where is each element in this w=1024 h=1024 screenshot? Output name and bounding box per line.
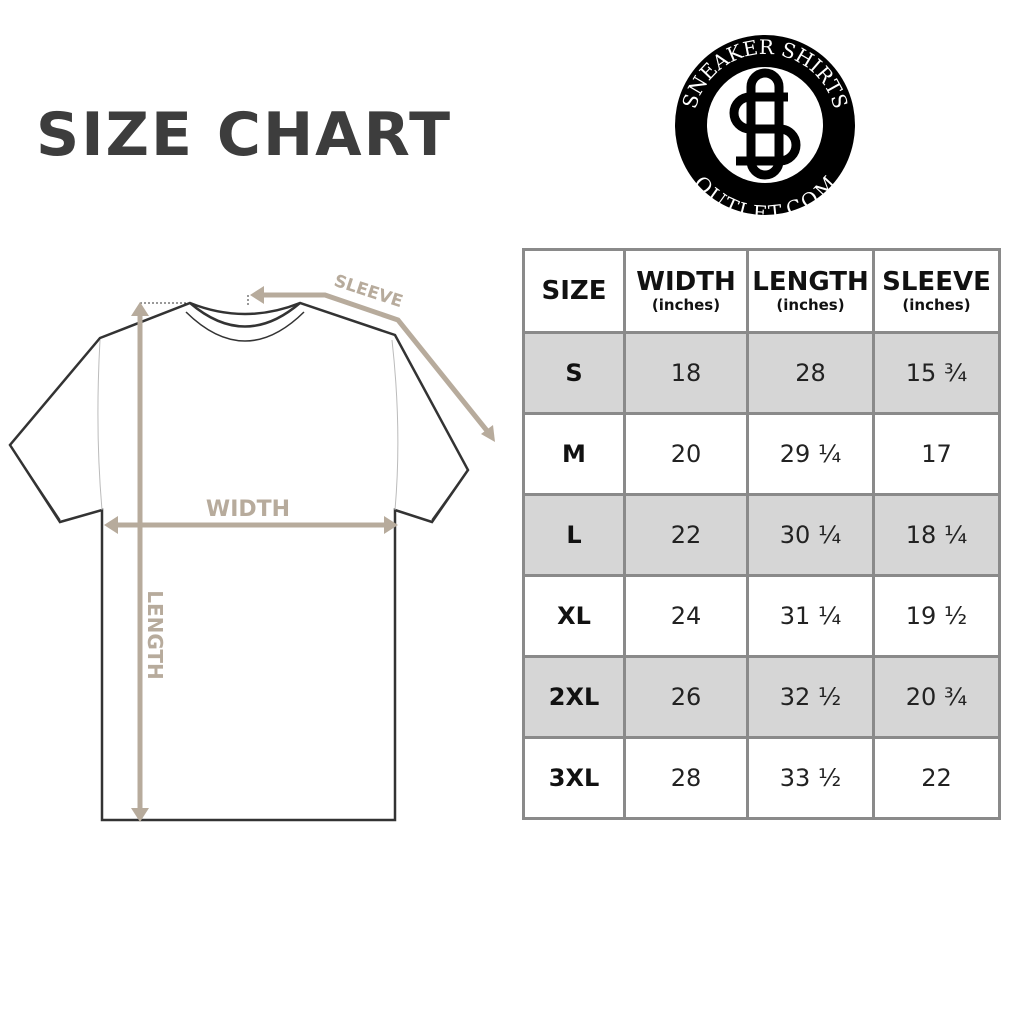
monogram-icon xyxy=(729,68,801,180)
cell-width: 20 xyxy=(623,412,749,496)
cell-length: 33 ½ xyxy=(746,736,875,820)
cell-sleeve: 22 xyxy=(872,736,1001,820)
size-table: SIZE WIDTH (inches) LENGTH (inches) SLEEVE… xyxy=(522,248,1001,820)
cell-size: 3XL xyxy=(522,736,626,820)
cell-length: 28 xyxy=(746,331,875,415)
cell-size: M xyxy=(522,412,626,496)
cell-length: 31 ¼ xyxy=(746,574,875,658)
header-size: SIZE xyxy=(522,248,626,334)
cell-size: 2XL xyxy=(522,655,626,739)
cell-length: 30 ¼ xyxy=(746,493,875,577)
header-sleeve: SLEEVE (inches) xyxy=(872,248,1001,334)
cell-width: 28 xyxy=(623,736,749,820)
header-width: WIDTH (inches) xyxy=(623,248,749,334)
table-row: M 20 29 ¼ 17 xyxy=(522,412,1001,496)
cell-sleeve: 18 ¼ xyxy=(872,493,1001,577)
cell-size: L xyxy=(522,493,626,577)
table-row: L 22 30 ¼ 18 ¼ xyxy=(522,493,1001,577)
length-label: LENGTH xyxy=(143,590,167,680)
table-header-row: SIZE WIDTH (inches) LENGTH (inches) SLEEVE… xyxy=(522,248,1001,334)
sleeve-label: SLEEVE xyxy=(331,271,405,312)
cell-sleeve: 19 ½ xyxy=(872,574,1001,658)
page-title: SIZE CHART xyxy=(36,100,453,170)
cell-size: XL xyxy=(522,574,626,658)
tshirt-outline xyxy=(8,301,470,822)
cell-width: 26 xyxy=(623,655,749,739)
cell-width: 18 xyxy=(623,331,749,415)
cell-sleeve: 20 ¾ xyxy=(872,655,1001,739)
cell-sleeve: 17 xyxy=(872,412,1001,496)
cell-width: 24 xyxy=(623,574,749,658)
tshirt-diagram: SLEEVE WIDTH LENGTH xyxy=(8,271,495,822)
sleeve-arrow xyxy=(257,292,491,435)
cell-sleeve: 15 ¾ xyxy=(872,331,1001,415)
cell-size: S xyxy=(522,331,626,415)
cell-width: 22 xyxy=(623,493,749,577)
table-row: XL 24 31 ¼ 19 ½ xyxy=(522,574,1001,658)
table-row: 2XL 26 32 ½ 20 ¾ xyxy=(522,655,1001,739)
table-row: 3XL 28 33 ½ 22 xyxy=(522,736,1001,820)
brand-logo: SNEAKER SHIRTS OUTLET.COM xyxy=(675,35,855,217)
header-length: LENGTH (inches) xyxy=(746,248,875,334)
table-row: S 18 28 15 ¾ xyxy=(522,331,1001,415)
cell-length: 32 ½ xyxy=(746,655,875,739)
width-label: WIDTH xyxy=(206,497,290,522)
cell-length: 29 ¼ xyxy=(746,412,875,496)
